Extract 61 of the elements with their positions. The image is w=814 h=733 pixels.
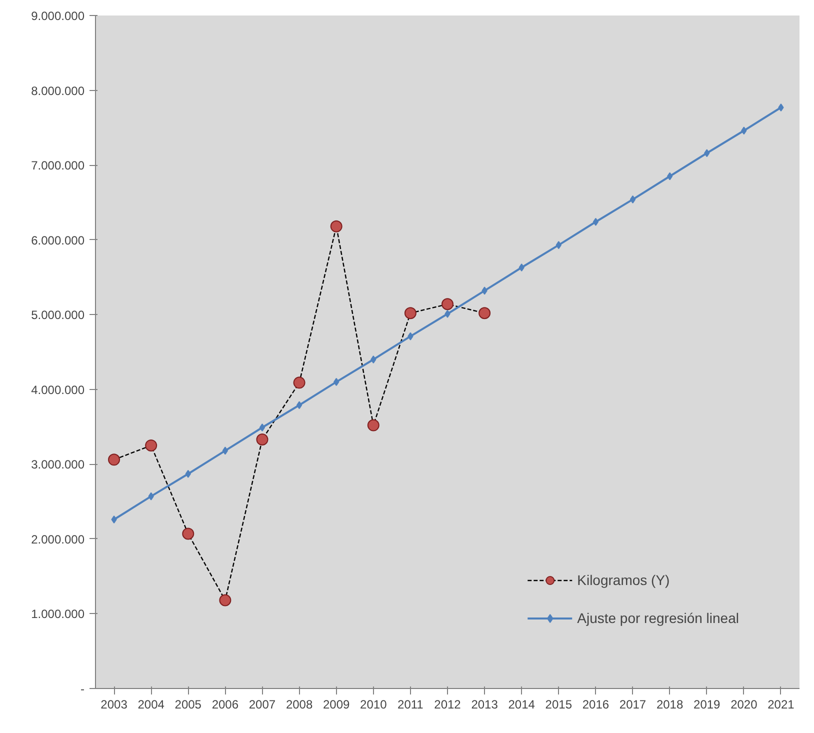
point [408,332,414,340]
y-tick-label: 4.000.000 [31,382,85,397]
x-tick-label: 2011 [398,698,424,712]
point [182,528,194,540]
point [185,470,191,478]
x-tick-label: 2008 [286,698,313,712]
x-tick-label: 2004 [138,698,165,712]
point [778,103,784,112]
y-tick-label: 7.000.000 [31,158,85,173]
x-tick-label: 2016 [582,698,610,712]
point [704,149,710,158]
y-tick-label: 2.000.000 [31,532,85,546]
point [108,454,120,466]
point [404,307,416,320]
x-tick-label: 2013 [471,698,498,712]
point [556,241,562,250]
point [482,286,488,295]
point [259,424,266,432]
point [741,126,747,135]
point [256,434,268,446]
y-tick-label: 3.000.000 [31,458,85,472]
y-tick-label: 8.000.000 [31,84,85,98]
point [111,516,117,524]
point [630,195,636,204]
x-tick-label: 2018 [656,698,684,712]
point [444,310,450,318]
point [219,594,232,606]
y-tick-label: 6.000.000 [31,233,85,248]
x-tick-label: 2014 [508,698,536,712]
x-tick-label: 2006 [212,698,239,712]
y-tick-label: 1.000.000 [31,607,85,622]
point [478,307,491,320]
point [330,220,342,232]
point [222,446,228,455]
x-tick-label: 2017 [619,698,646,712]
x-tick-label: 2019 [694,698,721,712]
x-tick-label: 2009 [322,698,350,712]
point [148,492,154,500]
point [334,378,340,386]
point [293,376,306,389]
point [518,264,524,272]
point [370,355,376,364]
point [442,298,454,310]
point [666,172,673,180]
y-tick-label: 5.000.000 [31,308,85,322]
x-tick-label: 2007 [248,698,276,712]
x-tick-label: 2015 [545,698,572,712]
x-tick-label: 2003 [100,698,128,712]
x-tick-label: 2005 [174,698,202,712]
y-tick-label: 9.000.000 [31,9,85,23]
point [367,419,380,432]
y-tick-label: - [80,682,85,696]
point [145,439,158,452]
point [592,218,599,226]
x-tick-label: 2020 [730,698,758,712]
x-tick-label: 2021 [768,698,795,712]
legend-label: Ajuste por regresión lineal [577,610,739,626]
point [296,401,302,410]
x-tick-label: 2012 [434,698,462,712]
x-tick-label: 2010 [360,698,388,712]
legend-label: Kilogramos (Y) [577,572,670,588]
